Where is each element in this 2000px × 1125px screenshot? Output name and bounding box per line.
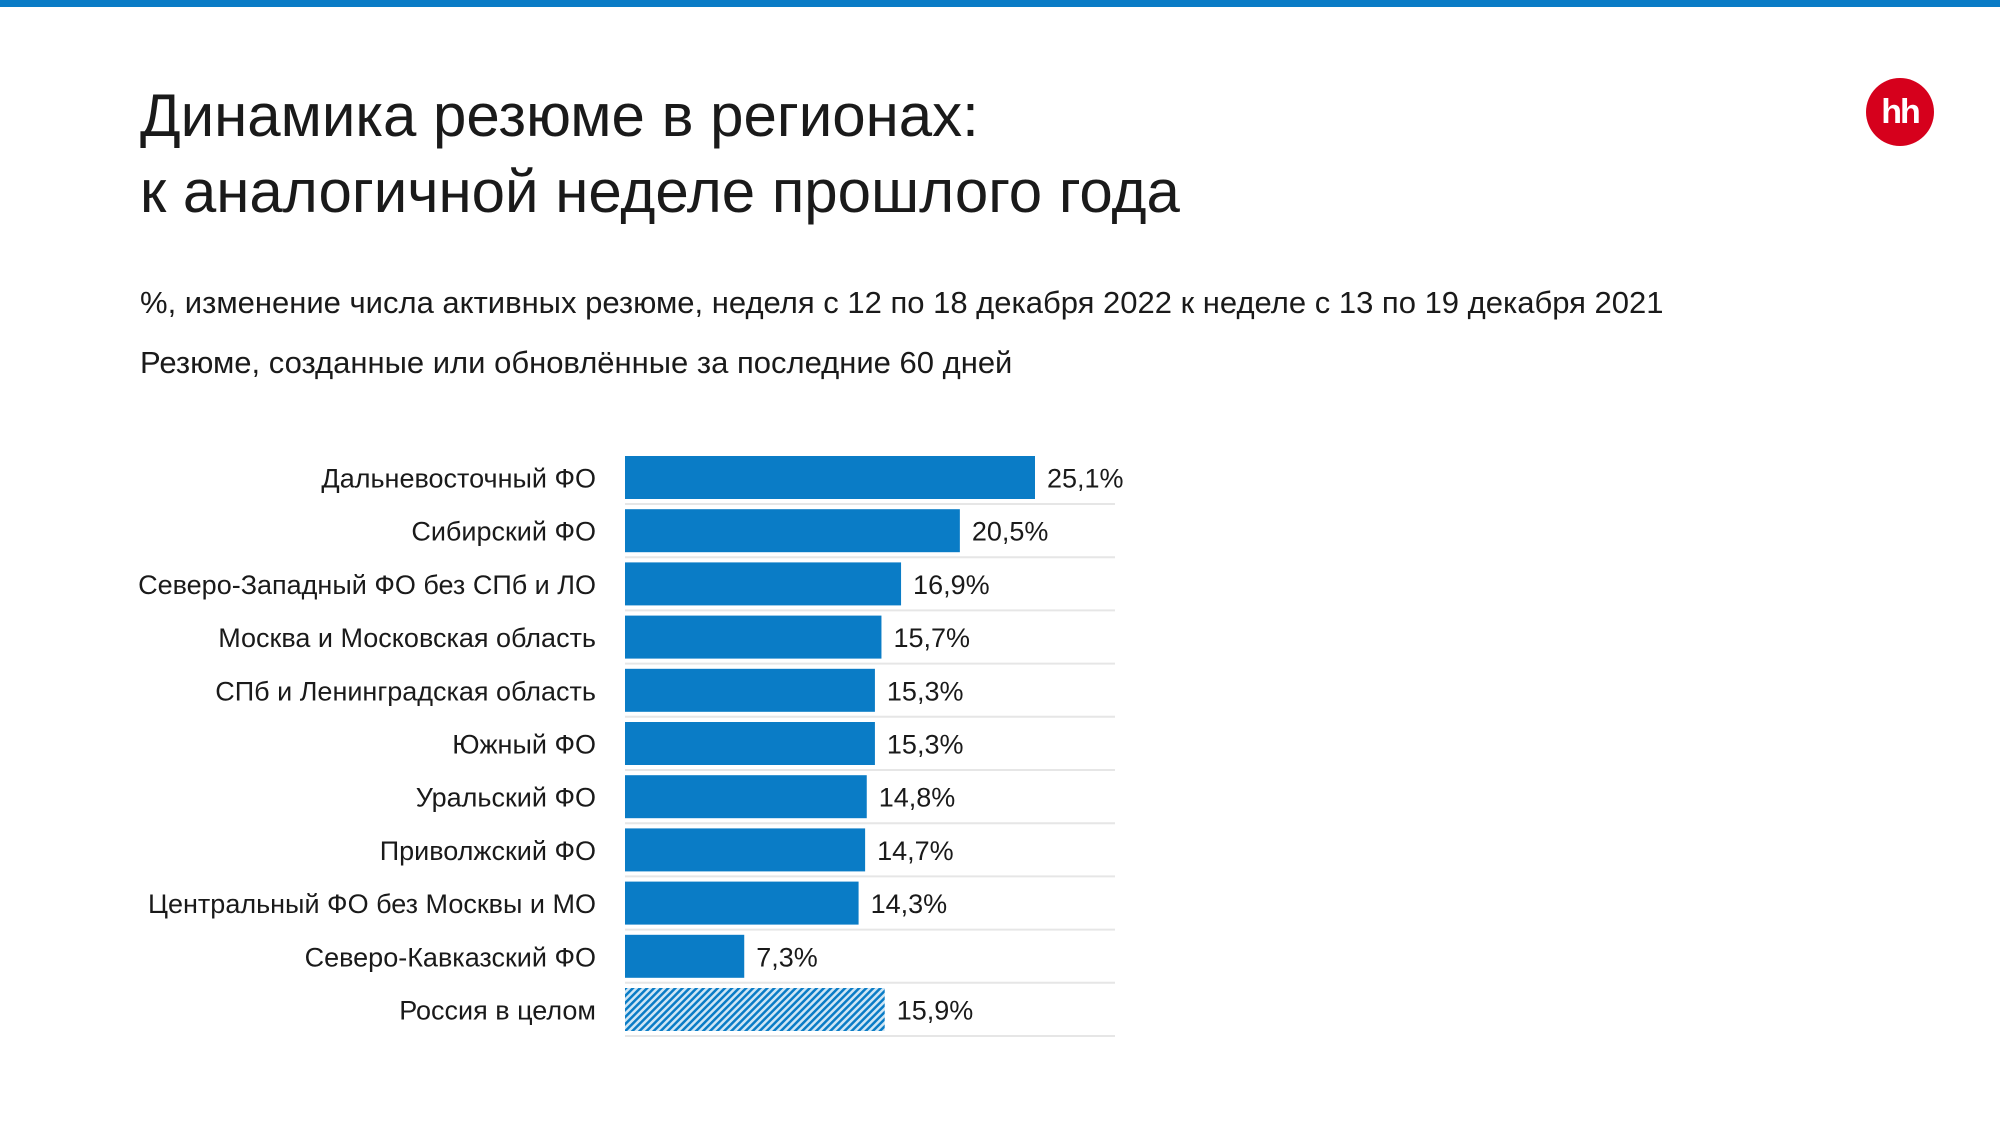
chart-note: Резюме, созданные или обновлённые за пос… [140, 345, 1013, 380]
bar [625, 775, 867, 819]
category-label: Сибирский ФО [411, 517, 596, 547]
category-label: Северо-Кавказский ФО [305, 942, 596, 972]
value-label: 20,5% [972, 517, 1049, 547]
bar [625, 456, 1035, 499]
category-label: Дальневосточный ФО [321, 464, 596, 494]
category-label: Приволжский ФО [380, 836, 596, 866]
value-label: 16,9% [913, 570, 990, 600]
value-label: 25,1% [1047, 464, 1124, 494]
bar [625, 509, 960, 553]
category-label: СПб и Ленинградская область [215, 676, 596, 706]
bar [625, 722, 875, 765]
page-title: Динамика резюме в регионах: к аналогично… [140, 78, 1180, 230]
bar [625, 828, 866, 872]
top-accent-bar [0, 0, 2000, 7]
bar [625, 934, 745, 978]
category-label: Северо-Западный ФО без СПб и ЛО [138, 570, 596, 600]
hh-logo: hh [1866, 78, 1934, 146]
title-line-2: к аналогичной неделе прошлого года [140, 158, 1180, 225]
value-label: 15,3% [887, 676, 964, 706]
bar [625, 668, 875, 712]
chart-subtitle: %, изменение числа активных резюме, неде… [140, 285, 1664, 320]
category-label: Уральский ФО [416, 783, 596, 813]
category-label: Россия в целом [399, 996, 596, 1026]
category-label: Центральный ФО без Москвы и МО [148, 889, 596, 919]
bar-total [625, 988, 885, 1031]
title-line-1: Динамика резюме в регионах: [140, 82, 979, 149]
bar [625, 562, 902, 606]
value-label: 15,9% [897, 996, 974, 1026]
value-label: 15,7% [893, 623, 970, 653]
bar [625, 881, 859, 925]
value-label: 7,3% [756, 942, 818, 972]
value-label: 15,3% [887, 730, 964, 760]
value-label: 14,3% [871, 889, 948, 919]
category-label: Южный ФО [452, 730, 596, 760]
value-label: 14,8% [879, 783, 956, 813]
value-label: 14,7% [877, 836, 954, 866]
bar [625, 615, 882, 659]
category-label: Москва и Московская область [218, 623, 596, 653]
